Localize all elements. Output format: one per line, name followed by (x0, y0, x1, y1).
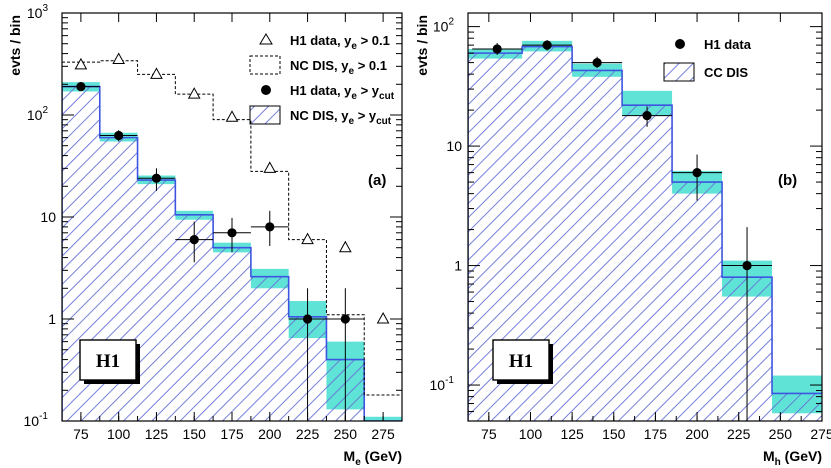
h1-badge-shadow (497, 380, 553, 384)
y-tick-label: 1 (48, 311, 56, 327)
mc-histogram-fill (468, 46, 822, 421)
x-tick-label: 175 (220, 426, 244, 442)
legend-triangle-marker (259, 33, 273, 45)
data-point-triangle (338, 240, 352, 253)
h1-badge-shadow (84, 380, 140, 384)
y-tick-label: 102 (433, 17, 455, 35)
x-tick-label: 250 (769, 426, 793, 442)
data-point-triangle (112, 52, 126, 65)
y-tick-label: 10 (446, 138, 462, 154)
data-point-circle (227, 228, 237, 238)
mc-histogram-fill (62, 86, 402, 421)
data-point-triangle (263, 161, 277, 173)
data-point-triangle (376, 311, 390, 324)
legend-hatched-box (249, 105, 281, 125)
x-tick-label: 225 (296, 426, 320, 442)
data-point-triangle (225, 110, 239, 122)
mc-histogram-line (468, 45, 822, 421)
x-tick-label: 250 (334, 426, 358, 442)
plot-frame (467, 12, 823, 422)
x-tick-label: 200 (685, 426, 709, 442)
legend-hatched-box (663, 62, 695, 82)
legend-label: H1 data (704, 37, 752, 52)
panel-a: 75 100 125 150 175 200 225 250 27510310210110-1e… (7, 3, 403, 468)
x-tick-label: 150 (602, 426, 626, 442)
x-tick-label: 200 (258, 426, 282, 442)
data-point-circle (265, 222, 275, 232)
y-axis-title: evts / bin (7, 15, 23, 76)
data-point-circle (76, 81, 86, 92)
x-tick-label: 100 (107, 426, 131, 442)
plot-content (468, 40, 822, 421)
h1-badge-shadow (136, 344, 140, 384)
h1-badge-label: H1 (96, 351, 120, 372)
h1-badge-shadow (549, 344, 553, 384)
legend-label: NC DIS, ye > 0.1 (290, 58, 387, 77)
legend-dashed-box (249, 55, 281, 75)
data-point-circle (189, 235, 199, 245)
data-point-triangle (301, 232, 314, 245)
panel-b: 75 100 125 150 175 200 225 250 275 102 10 1 10-1 evts… (414, 12, 831, 468)
data-point-circle (742, 260, 752, 271)
legend-label: H1 data, ye > ycut (290, 83, 395, 102)
plot-content (62, 52, 402, 421)
data-point-circle (492, 44, 502, 54)
data-point-triangle (150, 67, 163, 79)
x-tick-label: 225 (727, 426, 751, 442)
legend-label: NC DIS, ye > ycut (290, 108, 392, 127)
y-axis-title: evts / bin (414, 15, 430, 76)
legend-circle-marker (261, 85, 271, 95)
data-point-circle (592, 57, 602, 68)
h1-badge (492, 339, 550, 381)
data-point-circle (642, 110, 652, 121)
panel-label: (a) (368, 172, 386, 189)
x-axis-title: Mh (GeV) (763, 448, 822, 468)
data-point-triangle (74, 57, 88, 70)
y-tick-label: 102 (27, 105, 49, 123)
data-point-circle (114, 130, 124, 141)
x-tick-label: 125 (145, 426, 169, 442)
h1-badge (79, 339, 137, 381)
x-tick-label: 125 (560, 426, 584, 442)
y-tick-label: 103 (27, 3, 49, 21)
data-point-circle (542, 40, 552, 50)
x-tick-label: 75 (73, 426, 89, 442)
legend-label: H1 data, ye > 0.1 (290, 33, 390, 52)
data-point-circle (692, 167, 702, 178)
y-tick-label: 1 (454, 258, 462, 274)
legend-label: CC DIS (704, 65, 748, 80)
data-point-circle (151, 173, 162, 183)
data-point-circle (302, 314, 313, 324)
x-tick-label: 275 (810, 426, 831, 442)
x-tick-label: 75 (481, 426, 497, 442)
x-tick-label: 175 (644, 426, 668, 442)
x-tick-label: 150 (183, 426, 207, 442)
y-tick-label: 10 (40, 209, 56, 225)
y-tick-label: 10-1 (24, 411, 49, 429)
legend-circle-marker (675, 39, 685, 49)
x-tick-label: 275 (371, 426, 395, 442)
x-axis-title: Me (GeV) (344, 448, 402, 468)
mc-histogram-line (62, 85, 402, 421)
panel-label: (b) (778, 172, 797, 189)
x-tick-label: 100 (519, 426, 543, 442)
data-point-triangle (187, 87, 201, 99)
h1-badge-label: H1 (509, 351, 533, 372)
data-point-circle (340, 314, 350, 324)
y-tick-label: 10-1 (430, 375, 455, 393)
